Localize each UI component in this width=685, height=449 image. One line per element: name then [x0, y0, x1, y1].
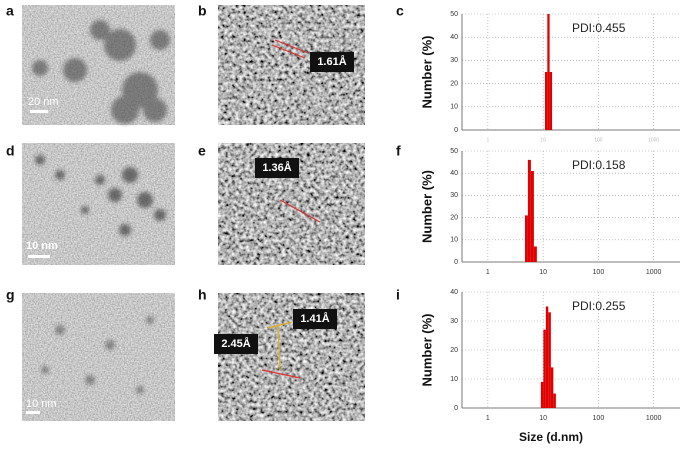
- bar: [547, 14, 550, 130]
- x-tick-label: 1000: [646, 415, 662, 422]
- x-tick-label: 100: [593, 269, 605, 276]
- panel-label: h: [198, 287, 207, 303]
- bar: [548, 312, 551, 408]
- y-tick-label: 0: [454, 127, 458, 134]
- bar: [533, 246, 537, 262]
- annotation: PDI:0.455: [572, 21, 626, 35]
- x-tick-label: 10: [539, 415, 547, 422]
- bar: [545, 306, 549, 408]
- y-tick-label: 10: [450, 376, 458, 383]
- scale-bar-label: 10 nm: [26, 398, 57, 410]
- x-tick-label: 10: [540, 137, 546, 143]
- lattice-spacing: 2.45Å: [221, 337, 250, 350]
- y-tick-label: 40: [450, 34, 458, 41]
- hrtem-image-e: 1.36Å: [218, 143, 365, 265]
- x-tick-label: 1: [486, 137, 489, 143]
- y-tick-label: 10: [450, 104, 458, 111]
- x-tick-label: 100: [594, 137, 603, 143]
- bar: [540, 381, 544, 408]
- panel-label: i: [396, 287, 400, 303]
- y-tick-label: 20: [450, 214, 458, 221]
- y-tick-label: 40: [450, 170, 458, 177]
- bar: [544, 72, 548, 130]
- panel-label: b: [198, 3, 207, 19]
- scale-bar-label: 10 nm: [26, 240, 58, 252]
- y-tick-label: 10: [450, 237, 458, 244]
- y-tick-label: 50: [450, 11, 458, 18]
- y-tick-label: 50: [450, 148, 458, 155]
- y-tick-label: 20: [450, 347, 458, 354]
- y-tick-label: 0: [454, 405, 458, 412]
- y-tick-label: 40: [450, 289, 458, 296]
- panel-label: a: [6, 3, 14, 19]
- panel-label: f: [396, 143, 401, 159]
- hrtem-image-b: 1.61Å: [218, 5, 365, 125]
- annotation: PDI:0.255: [572, 299, 626, 313]
- tem-image-g: 10 nm: [22, 293, 175, 421]
- y-tick-label: 30: [450, 192, 458, 199]
- tem-image-a: 20 nm: [22, 5, 175, 125]
- x-tick-label: 1000: [646, 269, 662, 276]
- panel-label: g: [6, 287, 15, 303]
- panel-label: c: [396, 3, 404, 19]
- x-tick-label: 1: [486, 269, 490, 276]
- hrtem-image-h: 2.45Å 1.41Å: [214, 293, 365, 421]
- y-tick-label: 30: [450, 57, 458, 64]
- scale-bar-label: 20 nm: [28, 96, 59, 108]
- x-tick-label: 100: [593, 415, 605, 422]
- bar: [549, 72, 553, 130]
- lattice-spacing: 1.41Å: [300, 312, 329, 325]
- lattice-spacing: 1.61Å: [317, 55, 346, 68]
- bar: [553, 393, 556, 408]
- bar: [543, 329, 546, 408]
- y-axis-label: Number (%): [419, 170, 434, 243]
- y-tick-label: 20: [450, 80, 458, 87]
- bar: [550, 367, 554, 408]
- panel-label: e: [198, 143, 206, 159]
- x-tick-label: 1: [486, 415, 490, 422]
- annotation: PDI:0.158: [572, 158, 626, 172]
- bar: [530, 170, 534, 262]
- y-axis-label: Number (%): [419, 36, 434, 109]
- x-tick-label: 1000: [648, 137, 659, 143]
- lattice-spacing: 1.36Å: [262, 161, 291, 174]
- bar: [525, 215, 528, 262]
- y-tick-label: 30: [450, 318, 458, 325]
- y-axis-label: Number (%): [419, 314, 434, 387]
- panel-label: d: [6, 143, 15, 159]
- x-tick-label: 10: [539, 269, 547, 276]
- x-axis-label: Size (d.nm): [519, 430, 583, 444]
- bar: [527, 159, 531, 262]
- tem-image-d: 10 nm: [22, 143, 175, 265]
- y-tick-label: 0: [454, 259, 458, 266]
